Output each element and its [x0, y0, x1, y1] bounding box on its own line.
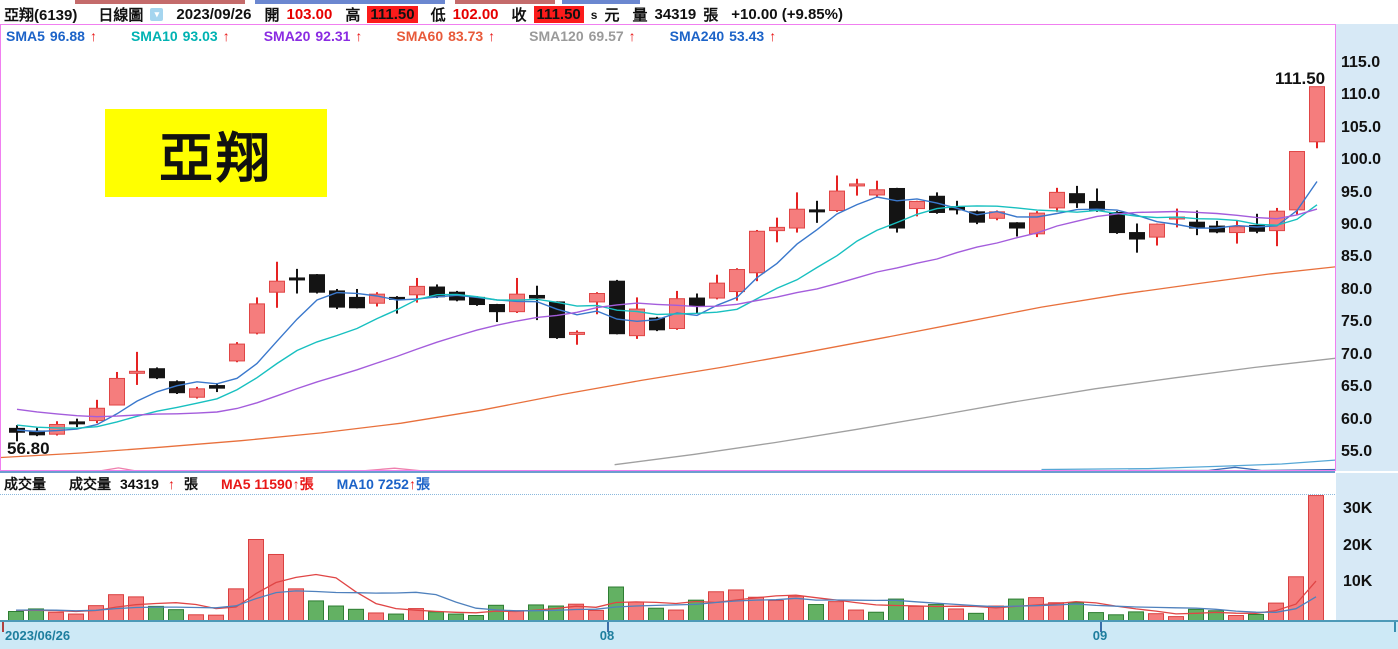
toolbar-fragment: [75, 0, 245, 4]
up-arrow-icon: ↑: [292, 475, 300, 492]
close-label: 收: [511, 7, 527, 24]
low-value: 102.00: [452, 6, 499, 23]
volume-legend: 成交量 成交量 34319 ↑ 張 MA5 11590↑張 MA10 7252↑…: [0, 473, 1339, 495]
sma-legend: SMA5 96.88 ↑ SMA10 93.03 ↑ SMA20 92.31 ↑…: [1, 25, 1340, 47]
sma240-label: SMA240: [669, 28, 725, 44]
time-axis[interactable]: 2023/06/26 08 09: [0, 620, 1398, 649]
price-tick-label: 90.0: [1341, 216, 1373, 234]
sma60-label: SMA60: [396, 28, 444, 44]
price-tick-label: 60.0: [1341, 410, 1373, 428]
vol-ma5-unit: 張: [299, 475, 314, 492]
volume-tick-label: 20K: [1343, 536, 1373, 554]
ticker-name: 亞翔(6139): [4, 7, 78, 24]
volume-plot[interactable]: [0, 494, 1334, 622]
sma120-label: SMA120: [529, 28, 584, 44]
sma60-value: 83.73: [448, 28, 484, 44]
high-value: 111.50: [367, 6, 418, 23]
price-tick-label: 55.0: [1341, 442, 1373, 460]
toolbar-fragment: [562, 0, 640, 4]
sma120-legend: SMA120 69.57 ↑: [529, 28, 636, 44]
vol-ma10-unit: 張: [415, 475, 430, 492]
time-tick: [607, 622, 609, 632]
high-label: 高: [345, 7, 361, 24]
quote-date: 2023/09/26: [176, 6, 252, 23]
price-tick-label: 70.0: [1341, 345, 1373, 363]
vol-ma10-value: 7252: [377, 475, 409, 492]
time-tick-label: 09: [1092, 628, 1108, 643]
price-suffix: s: [590, 7, 598, 22]
up-arrow-icon: ↑: [355, 28, 363, 44]
time-tick-label: 08: [599, 628, 615, 643]
price-tick-label: 85.0: [1341, 248, 1373, 266]
price-tick-label: 80.0: [1341, 280, 1373, 298]
volume-panel[interactable]: 成交量 成交量 34319 ↑ 張 MA5 11590↑張 MA10 7252↑…: [0, 471, 1339, 622]
price-chart-panel[interactable]: SMA5 96.88 ↑ SMA10 93.03 ↑ SMA20 92.31 ↑…: [0, 24, 1336, 471]
time-tick: [1394, 622, 1396, 632]
volume-label: 量: [632, 7, 648, 24]
volume-title: 成交量: [69, 475, 111, 492]
price-axis: 115.0 110.0 105.0 100.0 95.0 90.0 85.0 80.0 75.0…: [1336, 24, 1398, 471]
price-tick-label: 75.0: [1341, 313, 1373, 331]
ticker-watermark: 亞翔: [105, 109, 327, 197]
sma120-value: 69.57: [588, 28, 624, 44]
close-value: 111.50: [533, 6, 584, 23]
vol-ma10-label: MA10: [336, 475, 374, 492]
sma5-value: 96.88: [49, 28, 85, 44]
volume-tick-label: 10K: [1343, 573, 1373, 591]
sma20-value: 92.31: [315, 28, 351, 44]
price-tick-label: 100.0: [1341, 151, 1382, 169]
sma60-legend: SMA60 83.73 ↑: [396, 28, 495, 44]
volume-tick-label: 30K: [1343, 500, 1373, 518]
time-tick: [2, 622, 4, 632]
sma5-legend: SMA5 96.88 ↑: [6, 28, 97, 44]
sma10-label: SMA10: [130, 28, 178, 44]
open-value: 103.00: [286, 6, 333, 23]
quote-header: 亞翔(6139) 日線圖 ▾ 2023/09/26 開 103.00 高 111…: [0, 5, 1398, 24]
sma5-label: SMA5: [6, 28, 45, 44]
sma10-value: 93.03: [182, 28, 218, 44]
up-arrow-icon: ↑: [167, 475, 175, 492]
time-tick: [1100, 622, 1102, 632]
price-tick-label: 95.0: [1341, 183, 1373, 201]
time-tick-label: 2023/06/26: [5, 628, 71, 643]
price-tick-label: 65.0: [1341, 378, 1373, 396]
low-label: 低: [430, 7, 446, 24]
toolbar-fragment: [455, 0, 555, 4]
sma20-legend: SMA20 92.31 ↑: [264, 28, 363, 44]
period-low-label: 56.80: [7, 439, 50, 458]
volume-total: 34319: [120, 475, 159, 492]
chart-type-label[interactable]: 日線圖: [98, 7, 144, 24]
candlestick-plot[interactable]: [1, 25, 1335, 470]
up-arrow-icon: ↑: [89, 28, 97, 44]
vol-ma5-legend: MA5 11590↑張: [221, 474, 314, 494]
up-arrow-icon: ↑: [769, 28, 777, 44]
chevron-down-icon[interactable]: ▾: [150, 8, 164, 21]
price-tick-label: 105.0: [1341, 118, 1382, 136]
toolbar-fragment: [255, 0, 445, 4]
sma240-legend: SMA240 53.43 ↑: [670, 28, 777, 44]
currency-unit: 元: [604, 7, 620, 24]
open-label: 開: [264, 7, 280, 24]
vol-ma5-value: 11590: [254, 475, 293, 492]
price-tick-label: 115.0: [1341, 54, 1381, 71]
change-value: +10.00 (+9.85%): [731, 6, 843, 23]
vol-ma5-label: MA5: [220, 475, 251, 492]
up-arrow-icon: ↑: [408, 475, 416, 492]
volume-panel-title: 成交量: [4, 475, 46, 492]
volume-axis: 30K 20K 10K: [1336, 473, 1398, 620]
sma20-label: SMA20: [263, 28, 311, 44]
volume-value: 34319: [654, 6, 697, 23]
up-arrow-icon: ↑: [488, 28, 496, 44]
clipped-toolbar-strip: [0, 0, 1398, 5]
price-tick-label: 110.0: [1341, 86, 1381, 104]
vol-ma10-legend: MA10 7252↑張: [337, 474, 430, 494]
sma10-legend: SMA10 93.03 ↑: [131, 28, 230, 44]
up-arrow-icon: ↑: [628, 28, 636, 44]
up-arrow-icon: ↑: [222, 28, 230, 44]
volume-unit: 張: [703, 7, 719, 24]
volume-total-unit: 張: [183, 475, 198, 492]
period-high-label: 111.50: [1275, 69, 1326, 88]
sma240-value: 53.43: [729, 28, 765, 44]
